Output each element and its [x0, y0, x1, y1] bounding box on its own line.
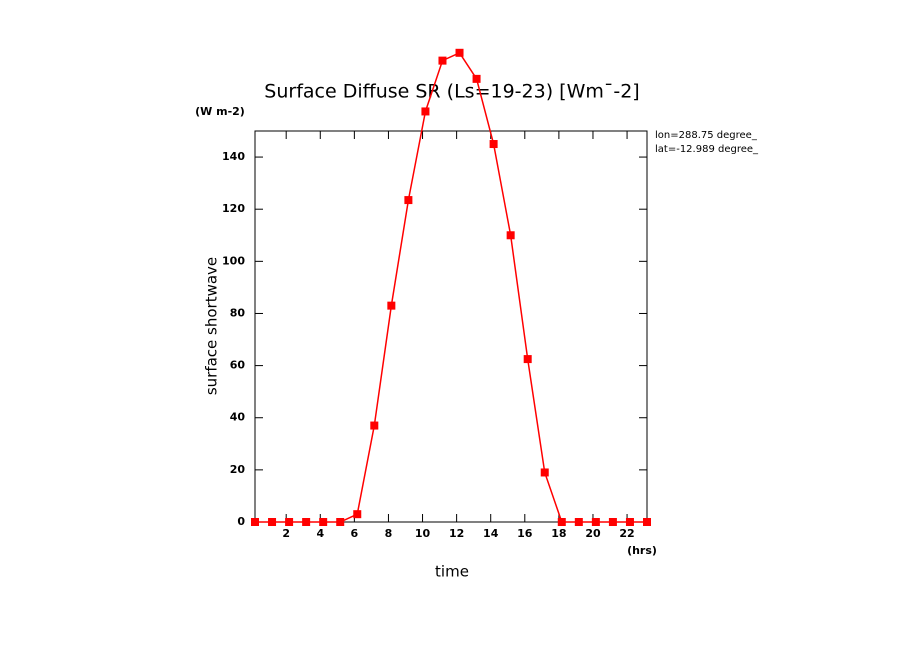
y-tick-label: 80	[230, 306, 246, 319]
data-marker	[608, 518, 617, 526]
x-tick-label: 6	[351, 527, 359, 540]
data-marker	[574, 518, 583, 526]
plot-frame	[254, 130, 648, 523]
data-marker	[319, 518, 328, 526]
y-tick-label: 140	[222, 150, 245, 163]
y-units: (W m-2)	[195, 105, 245, 118]
y-tick-label: 20	[230, 463, 246, 476]
data-marker	[370, 421, 379, 430]
data-marker	[557, 518, 566, 526]
x-tick-label: 22	[619, 527, 634, 540]
data-marker	[591, 518, 600, 526]
data-marker	[455, 48, 464, 57]
data-marker	[302, 518, 311, 526]
x-tick-label: 4	[316, 527, 324, 540]
y-tick-label: 120	[222, 202, 245, 215]
data-marker	[489, 140, 498, 149]
x-tick-label: 20	[585, 527, 601, 540]
data-marker	[438, 56, 447, 65]
y-tick-label: 100	[222, 254, 245, 267]
data-marker	[268, 518, 277, 526]
data-marker	[387, 301, 396, 310]
data-marker	[625, 518, 634, 526]
data-marker	[285, 518, 294, 526]
y-tick-label: 40	[230, 411, 246, 424]
x-units: (hrs)	[627, 544, 657, 557]
data-marker	[251, 518, 259, 526]
annotation: lon=288.75 degree_	[655, 130, 758, 141]
data-marker	[506, 231, 515, 240]
chart-title: Surface Diffuse SR (Ls=19-23) [Wm¯-2]	[264, 81, 639, 103]
data-marker	[353, 510, 362, 519]
data-marker	[336, 518, 345, 526]
data-marker	[523, 355, 532, 364]
y-axis-label: surface shortwave	[203, 257, 221, 395]
data-marker	[643, 518, 651, 526]
x-tick-label: 14	[483, 527, 499, 540]
x-tick-label: 2	[282, 527, 290, 540]
y-tick-label: 0	[237, 515, 245, 528]
x-tick-label: 16	[517, 527, 533, 540]
data-marker	[472, 74, 481, 83]
x-tick-label: 18	[551, 527, 566, 540]
x-tick-label: 8	[385, 527, 393, 540]
y-tick-label: 60	[230, 359, 246, 372]
data-marker	[421, 107, 430, 116]
x-axis-label: time	[435, 563, 469, 581]
x-tick-label: 12	[449, 527, 464, 540]
data-marker	[404, 196, 413, 205]
annotation: lat=-12.989 degree_	[655, 144, 759, 155]
data-line	[255, 51, 647, 523]
data-marker	[540, 468, 549, 477]
x-tick-label: 10	[415, 527, 431, 540]
